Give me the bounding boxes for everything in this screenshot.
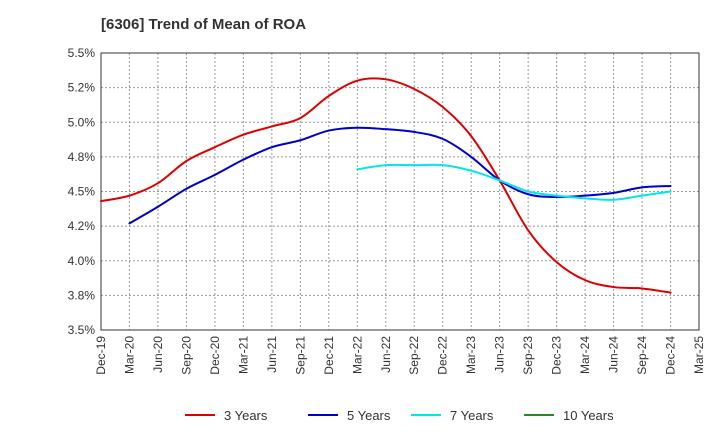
series-line-5-years xyxy=(128,126,672,225)
series-line-7-years xyxy=(356,163,672,201)
x-tick-label: Jun-24 xyxy=(607,336,621,373)
legend: 3 Years 5 Years 7 Years 10 Years xyxy=(185,408,614,423)
x-tick-label: Mar-21 xyxy=(236,336,250,374)
y-tick-label: 4.2% xyxy=(68,219,96,233)
x-tick-label: Dec-23 xyxy=(550,336,564,375)
y-tick-label: 4.0% xyxy=(68,254,96,268)
x-tick-label: Mar-23 xyxy=(464,336,478,374)
x-tick-label: Jun-20 xyxy=(151,336,165,373)
y-tick-label: 4.8% xyxy=(68,150,96,164)
y-tick-label: 5.5% xyxy=(68,46,96,60)
x-tick-label: Sep-22 xyxy=(407,336,421,375)
x-tick-label: Sep-23 xyxy=(521,336,535,375)
x-tick-label: Jun-22 xyxy=(379,336,393,373)
y-tick-label: 3.5% xyxy=(68,323,96,337)
series-line-3-years xyxy=(100,77,672,294)
x-tick-label: Dec-24 xyxy=(664,336,678,375)
x-tick-label: Jun-21 xyxy=(265,336,279,373)
series-lines xyxy=(100,77,672,294)
x-tick-label: Dec-20 xyxy=(208,336,222,375)
x-tick-label: Dec-22 xyxy=(436,336,450,375)
x-tick-label: Sep-24 xyxy=(635,336,649,375)
x-tick-label: Mar-22 xyxy=(350,336,364,374)
chart-title: [6306] Trend of Mean of ROA xyxy=(101,16,306,33)
y-tick-label: 4.5% xyxy=(68,185,96,199)
axes: 3.5% 3.8% 4.0% 4.2% 4.5% 4.8% 5.0% 5.2% 5.5% Dec-… xyxy=(68,46,706,375)
y-tick-label: 5.0% xyxy=(68,115,96,129)
legend-label-7-years: 7 Years xyxy=(450,408,494,423)
y-tick-label: 5.2% xyxy=(68,81,96,95)
x-tick-label: Mar-25 xyxy=(692,336,706,374)
plot-border xyxy=(100,52,700,331)
x-tick-label: Sep-21 xyxy=(293,336,307,375)
x-tick-label: Mar-20 xyxy=(122,336,136,374)
x-tick-label: Mar-24 xyxy=(578,336,592,374)
legend-label-5-years: 5 Years xyxy=(347,408,391,423)
y-tick-label: 3.8% xyxy=(68,288,96,302)
x-tick-label: Sep-20 xyxy=(179,336,193,375)
x-tick-label: Dec-21 xyxy=(322,336,336,375)
legend-label-3-years: 3 Years xyxy=(224,408,268,423)
x-tick-label: Jun-23 xyxy=(493,336,507,373)
legend-label-10-years: 10 Years xyxy=(563,408,614,423)
x-tick-label: Dec-19 xyxy=(94,336,108,375)
